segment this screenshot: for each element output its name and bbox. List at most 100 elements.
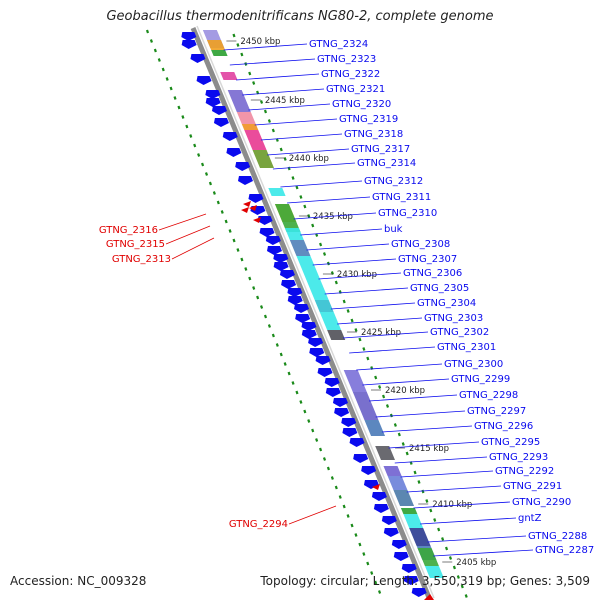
gene-leader-line [381,425,473,433]
gene-leader-line [306,243,390,251]
forward-gene-arrow[interactable] [281,280,297,289]
forward-gene-arrow[interactable] [211,106,227,115]
forward-gene-arrow[interactable] [257,216,273,225]
forward-gene-arrow[interactable] [349,438,365,447]
forward-gene-arrow[interactable] [332,398,348,407]
forward-gene-arrow[interactable] [266,246,282,255]
forward-gene-label[interactable]: GTNG_2323 [317,54,376,65]
forward-gene-arrow[interactable] [265,236,281,245]
forward-gene-label[interactable]: GTNG_2321 [326,84,385,95]
forward-gene-arrow[interactable] [401,564,417,573]
forward-gene-label[interactable]: GTNG_2304 [417,298,476,309]
forward-gene-label[interactable]: GTNG_2292 [495,466,554,477]
forward-gene-label[interactable]: GTNG_2308 [391,239,450,250]
forward-gene-arrow[interactable] [361,466,377,475]
forward-gene-label[interactable]: GTNG_2287 [535,545,594,556]
forward-gene-label[interactable]: GTNG_2318 [344,129,403,140]
cds-block [227,90,251,112]
gene-leader-line [288,505,337,525]
forward-gene-label[interactable]: GTNG_2302 [430,327,489,338]
forward-gene-arrow[interactable] [279,270,295,279]
reverse-gene-arrow[interactable] [253,217,261,223]
forward-gene-arrow[interactable] [273,262,289,271]
forward-gene-arrow[interactable] [411,588,427,597]
forward-gene-label[interactable]: gntZ [518,513,542,524]
forward-gene-label[interactable]: GTNG_2293 [489,452,548,463]
forward-gene-arrow[interactable] [301,330,317,339]
forward-gene-label[interactable]: GTNG_2320 [332,99,391,110]
forward-gene-label[interactable]: GTNG_2324 [309,39,368,50]
reverse-gene-arrow[interactable] [372,484,380,490]
forward-gene-label[interactable]: GTNG_2301 [437,342,496,353]
forward-gene-arrow[interactable] [294,304,310,313]
forward-gene-arrow[interactable] [309,348,325,357]
forward-gene-arrow[interactable] [308,338,324,347]
forward-gene-arrow[interactable] [181,40,197,49]
forward-gene-arrow[interactable] [235,162,251,171]
forward-gene-label[interactable]: GTNG_2307 [398,254,457,265]
forward-gene-arrow[interactable] [287,288,303,297]
forward-gene-label[interactable]: GTNG_2311 [372,192,431,203]
reverse-gene-arrow[interactable] [249,205,257,211]
forward-gene-label[interactable]: GTNG_2297 [467,406,526,417]
forward-gene-label[interactable]: GTNG_2317 [351,144,410,155]
forward-gene-arrow[interactable] [196,76,212,85]
reverse-gene-arrow[interactable] [243,201,251,207]
gene-leader-line [406,485,502,493]
forward-gene-arrow[interactable] [248,194,264,203]
forward-gene-arrow[interactable] [213,118,229,127]
forward-gene-arrow[interactable] [237,176,253,185]
forward-gene-label[interactable]: GTNG_2299 [451,374,510,385]
forward-gene-arrow[interactable] [273,254,289,263]
forward-gene-arrow[interactable] [317,368,333,377]
forward-gene-label[interactable]: GTNG_2298 [459,390,518,401]
forward-gene-label[interactable]: GTNG_2295 [481,437,540,448]
forward-gene-arrow[interactable] [383,528,399,537]
reverse-gene-arrow[interactable] [241,207,249,213]
forward-gene-arrow[interactable] [373,504,389,513]
forward-gene-arrow[interactable] [381,516,397,525]
forward-gene-arrow[interactable] [324,378,340,387]
forward-gene-label[interactable]: GTNG_2306 [403,268,462,279]
forward-gene-label[interactable]: GTNG_2288 [528,531,587,542]
reverse-gene-label[interactable]: GTNG_2316 [99,225,158,236]
forward-gene-arrow[interactable] [259,228,275,237]
reverse-gene-label[interactable]: GTNG_2315 [106,239,165,250]
forward-gene-label[interactable]: GTNG_2291 [503,481,562,492]
forward-gene-arrow[interactable] [295,314,311,323]
forward-gene-label[interactable]: GTNG_2312 [364,176,423,187]
forward-gene-arrow[interactable] [190,54,206,63]
forward-gene-label[interactable]: GTNG_2305 [410,283,469,294]
forward-gene-label[interactable]: GTNG_2300 [444,359,503,370]
forward-gene-label[interactable]: GTNG_2290 [512,497,571,508]
track-tick [149,39,153,43]
forward-gene-arrow[interactable] [226,148,242,157]
forward-gene-arrow[interactable] [393,552,409,561]
reverse-gene-label[interactable]: GTNG_2313 [112,254,171,265]
forward-gene-label[interactable]: GTNG_2296 [474,421,533,432]
forward-gene-arrow[interactable] [391,540,407,549]
forward-gene-arrow[interactable] [222,132,238,141]
forward-gene-arrow[interactable] [341,418,357,427]
forward-gene-arrow[interactable] [205,90,221,99]
forward-gene-label[interactable]: GTNG_2314 [357,158,416,169]
forward-gene-arrow[interactable] [181,32,197,41]
cds-block [424,566,444,578]
forward-gene-label[interactable]: GTNG_2319 [339,114,398,125]
forward-gene-arrow[interactable] [334,408,350,417]
forward-gene-label[interactable]: GTNG_2303 [424,313,483,324]
forward-gene-arrow[interactable] [342,428,358,437]
reverse-gene-label[interactable]: GTNG_2294 [229,519,288,530]
forward-gene-arrow[interactable] [315,356,331,365]
forward-gene-label[interactable]: buk [384,224,403,235]
forward-gene-arrow[interactable] [371,492,387,501]
forward-gene-arrow[interactable] [301,322,317,331]
forward-gene-arrow[interactable] [403,576,419,585]
forward-gene-arrow[interactable] [287,296,303,305]
forward-gene-arrow[interactable] [353,454,369,463]
forward-gene-arrow[interactable] [325,388,341,397]
forward-gene-label[interactable]: GTNG_2310 [378,208,437,219]
forward-gene-arrow[interactable] [205,98,221,107]
forward-gene-label[interactable]: GTNG_2322 [321,69,380,80]
